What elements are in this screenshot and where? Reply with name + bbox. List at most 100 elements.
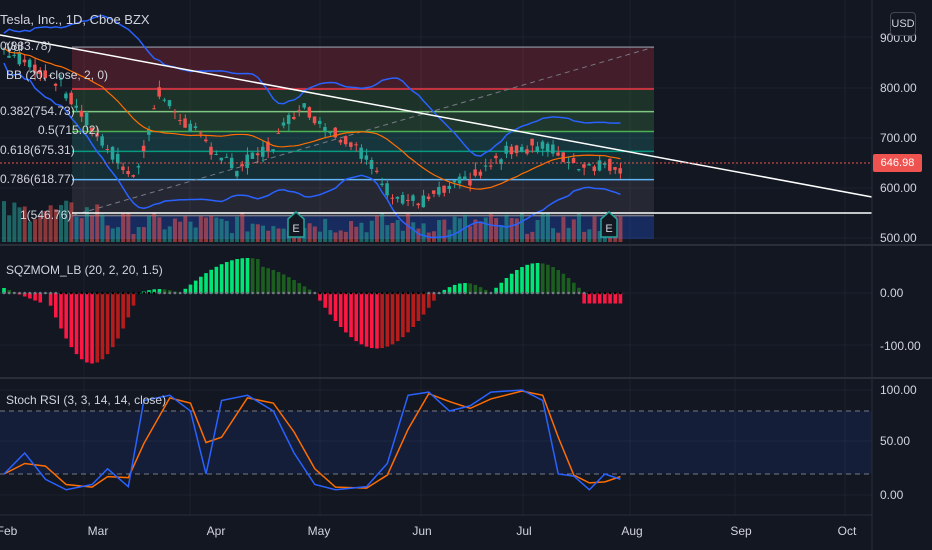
sqz-dot: [411, 291, 415, 295]
sqz-bar: [276, 272, 281, 294]
sqz-bar: [587, 293, 592, 304]
legend-squeeze[interactable]: SQZMOM_LB (20, 2, 20, 1.5): [6, 263, 163, 277]
candle-body: [592, 166, 597, 172]
sqz-dot: [339, 291, 343, 295]
candle-body: [421, 195, 426, 208]
candle-body: [499, 159, 503, 165]
candle-body: [100, 136, 104, 146]
sqz-dot: [443, 291, 446, 295]
candle-body: [514, 145, 519, 154]
candle-body: [271, 149, 275, 152]
candle-body: [64, 93, 68, 99]
candle-body: [328, 132, 332, 134]
sqz-bar: [256, 259, 260, 294]
candle-body: [540, 141, 545, 149]
sqz-axis-label: 0.00: [880, 286, 904, 300]
sqz-bar: [572, 282, 576, 294]
sqz-bar: [204, 273, 208, 294]
volume-bar: [483, 217, 488, 242]
volume-bar: [343, 231, 348, 242]
candle-body: [84, 112, 89, 126]
volume-bar: [204, 217, 209, 242]
symbol-title[interactable]: Tesla, Inc., 1D, Cboe BZX: [0, 12, 150, 27]
candle-body: [22, 59, 27, 63]
sqz-bar: [401, 293, 405, 338]
volume-bar: [421, 223, 426, 242]
volume-bar: [48, 205, 53, 242]
sqz-bar: [473, 284, 478, 294]
sqz-dot: [427, 291, 431, 295]
sqz-dot: [613, 291, 617, 295]
volume-bar: [235, 216, 240, 242]
sqz-bar: [90, 293, 94, 364]
candle-body: [509, 146, 514, 155]
volume-bar: [126, 213, 131, 242]
candle-body: [152, 108, 156, 110]
sqz-dot: [515, 291, 519, 295]
sqz-bar: [411, 293, 416, 327]
sqz-bar: [307, 289, 312, 294]
sqz-dot: [168, 291, 172, 295]
sqz-bar: [100, 293, 105, 360]
candle-body: [12, 54, 16, 56]
candle-body: [69, 92, 73, 105]
sqz-bar: [245, 258, 250, 294]
legend-stoch[interactable]: Stoch RSI (3, 3, 14, 14, close): [6, 393, 167, 407]
candle-body: [582, 164, 586, 168]
sqz-bar: [618, 293, 623, 304]
sqz-dot: [432, 291, 436, 295]
sqz-bar: [157, 289, 162, 294]
candle-body: [214, 153, 218, 155]
sqz-dot: [360, 291, 363, 295]
candle-body: [245, 154, 249, 169]
sqz-bar: [116, 293, 120, 339]
volume-bar: [540, 212, 545, 242]
sqz-bar: [592, 293, 597, 304]
candle-body: [110, 146, 115, 160]
volume-bar: [400, 230, 405, 242]
candle-body: [292, 116, 296, 119]
candle-body: [198, 132, 203, 134]
legend-bb[interactable]: BB (20, close, 2, 0): [6, 68, 109, 82]
volume-bar: [452, 216, 457, 242]
volume-bar: [224, 220, 229, 242]
candle-body: [551, 144, 555, 154]
volume-bar: [390, 222, 395, 242]
volume-bar: [136, 227, 141, 242]
price-axis-label: 700.00: [880, 131, 917, 145]
volume-bar: [152, 212, 157, 242]
candle-body: [266, 141, 270, 152]
candle-body: [530, 138, 534, 146]
currency-button[interactable]: USD: [890, 12, 916, 36]
sqz-dot: [80, 291, 83, 295]
candle-body: [172, 111, 177, 113]
volume-bar: [198, 216, 203, 242]
legend-vol[interactable]: Vol: [6, 40, 23, 54]
candle-body: [250, 152, 255, 159]
candle-body: [48, 75, 53, 77]
sqz-dot: [220, 291, 223, 295]
sqz-dot: [101, 291, 104, 295]
candle-body: [416, 203, 420, 206]
volume-bar: [317, 231, 322, 242]
sqz-dot: [463, 291, 467, 295]
sqz-dot: [453, 291, 456, 295]
volume-bar: [115, 227, 120, 242]
sqz-dot: [349, 291, 353, 295]
time-axis-label: Sep: [730, 524, 752, 538]
sqz-dot: [375, 291, 379, 295]
candle-body: [411, 195, 415, 201]
volume-bar: [571, 219, 576, 242]
fib-zone: [72, 47, 654, 89]
volume-bar: [183, 216, 188, 242]
sqz-dot: [106, 291, 109, 295]
sqz-bar: [318, 293, 322, 301]
fib-retracement[interactable]: [71, 46, 655, 239]
volume-bar: [110, 228, 115, 242]
price-axes[interactable]: 900.00800.00700.00600.00500.000.00-100.0…: [0, 31, 921, 538]
candle-body: [17, 52, 22, 65]
time-axis-label: Aug: [621, 524, 642, 538]
